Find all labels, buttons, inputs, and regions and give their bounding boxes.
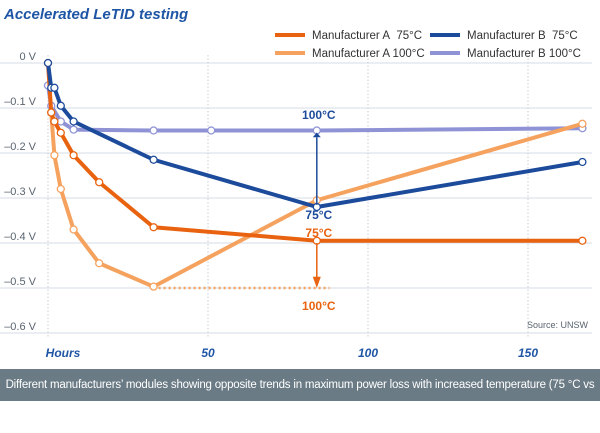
data-point	[56, 101, 65, 110]
data-point	[69, 225, 78, 234]
data-point	[47, 108, 56, 117]
data-point	[578, 157, 587, 167]
data-point	[95, 259, 104, 268]
y-tick-label: –0.6 V	[4, 321, 36, 333]
data-point	[69, 151, 78, 160]
data-point	[56, 184, 65, 194]
data-point	[69, 125, 78, 134]
x-axis-label: Hours	[46, 346, 81, 360]
annotation: 75°C	[305, 208, 332, 222]
arrow-up-head	[312, 132, 321, 138]
data-point	[50, 83, 59, 92]
y-tick-label: –0.2 V	[4, 141, 36, 153]
data-point	[149, 126, 158, 135]
annotation: 100°C	[302, 108, 336, 122]
data-point	[95, 178, 104, 187]
data-point	[149, 223, 158, 232]
chart-title: Accelerated LeTID testing	[4, 6, 189, 23]
series-line	[49, 112, 583, 289]
legend-label: Manufacturer A 75°C	[312, 30, 422, 42]
annotation: 100°C	[302, 299, 336, 313]
data-point	[43, 58, 53, 68]
x-tick-label: 100	[358, 346, 378, 360]
y-tick-label: –0.5 V	[4, 276, 36, 288]
data-point	[207, 126, 216, 135]
annotation: 75°C	[305, 226, 332, 240]
legend-label: Manufacturer A 100°C	[312, 48, 425, 60]
line-chart: 0 V –0.1 V –0.2 V –0.3 V –0.4 V –0.5 V –0.6 V 5…	[0, 30, 592, 360]
data-point	[149, 282, 158, 291]
data-point	[50, 151, 59, 160]
data-point	[50, 117, 59, 126]
arrow-down-head	[312, 276, 321, 288]
y-tick-label: –0.3 V	[4, 186, 36, 198]
source-label: Source: UNSW	[527, 320, 589, 330]
data-point	[578, 119, 587, 128]
legend-label: Manufacturer B 75°C	[467, 30, 578, 42]
y-tick-label: 0 V	[19, 51, 36, 63]
x-tick-label: 50	[201, 346, 215, 360]
data-point	[56, 128, 65, 137]
data-point	[69, 117, 78, 126]
data-point	[149, 155, 158, 164]
legend-label: Manufacturer B 100°C	[467, 48, 581, 60]
y-tick-label: –0.4 V	[4, 231, 36, 243]
caption: Different manufacturers’ modules showing…	[0, 369, 600, 423]
data-point	[578, 236, 587, 245]
y-tick-label: –0.1 V	[4, 96, 36, 108]
x-tick-label: 150	[518, 346, 538, 360]
